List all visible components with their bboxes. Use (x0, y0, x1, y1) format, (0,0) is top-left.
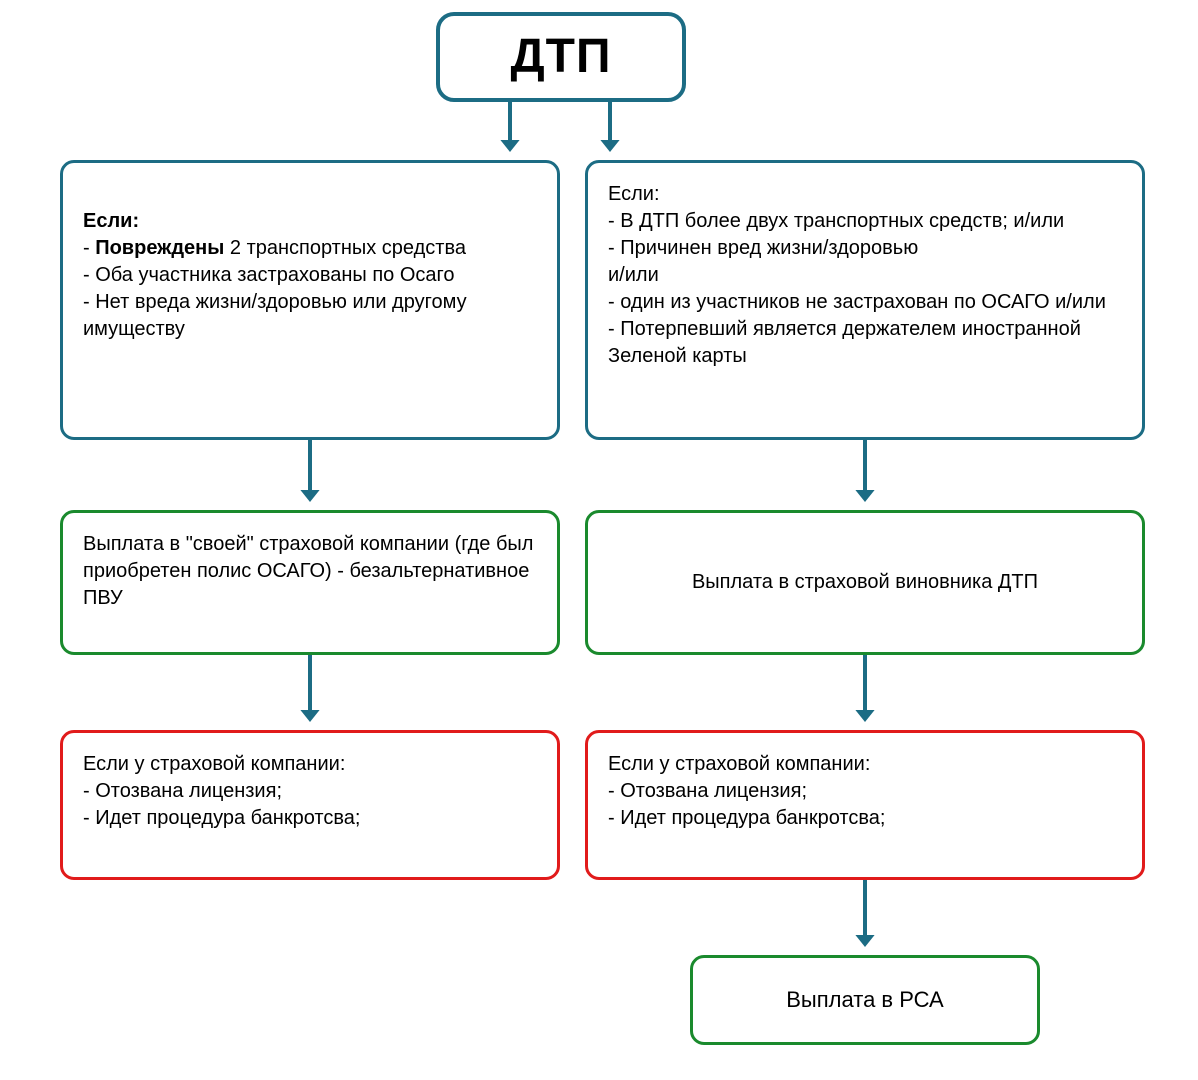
arrow-right_cond-to-right_green (845, 435, 885, 517)
arrow-left_green-to-left_red (290, 650, 330, 737)
node-root: ДТП (436, 12, 686, 102)
node-line: - Повреждены 2 транспортных средства (83, 235, 537, 262)
node-text-right_green: Выплата в страховой виновника ДТП (692, 569, 1038, 596)
node-line: и/или (608, 262, 1122, 289)
node-left_green: Выплата в "своей" страховой компании (гд… (60, 510, 560, 655)
node-right_green: Выплата в страховой виновника ДТП (585, 510, 1145, 655)
node-line: Если: (83, 208, 537, 235)
arrow-root-to-left_cond (490, 97, 530, 167)
node-text-right_red: Если у страховой компании:- Отозвана лиц… (608, 751, 1122, 832)
node-line: Если у страховой компании: (608, 751, 1122, 778)
node-line: - Отозвана лицензия; (608, 778, 1122, 805)
node-line: Если: (608, 181, 1122, 208)
node-text-left_green: Выплата в "своей" страховой компании (гд… (83, 531, 537, 612)
arrow-right_red-to-rsa (845, 875, 885, 962)
node-line: - Нет вреда жизни/здоровью или другому и… (83, 289, 537, 343)
node-right_red: Если у страховой компании:- Отозвана лиц… (585, 730, 1145, 880)
arrow-root-to-right_cond (590, 97, 630, 167)
node-text-left_red: Если у страховой компании:- Отозвана лиц… (83, 751, 537, 832)
node-line: Если у страховой компании: (83, 751, 537, 778)
node-right_cond: Если:- В ДТП более двух транспортных сре… (585, 160, 1145, 440)
node-line: Выплата в "своей" страховой компании (гд… (83, 531, 537, 612)
node-text-root: ДТП (460, 25, 662, 90)
node-line: - Отозвана лицензия; (83, 778, 537, 805)
node-line: - Оба участника застрахованы по Осаго (83, 262, 537, 289)
node-text-left_cond: Если:- Повреждены 2 транспортных средств… (83, 181, 537, 343)
node-text-rsa: Выплата в РСА (786, 985, 943, 1015)
arrow-right_green-to-right_red (845, 650, 885, 737)
node-rsa: Выплата в РСА (690, 955, 1040, 1045)
node-line: - один из участников не застрахован по О… (608, 289, 1122, 316)
node-line: - Причинен вред жизни/здоровью (608, 235, 1122, 262)
node-line: Выплата в РСА (786, 985, 943, 1015)
node-text-right_cond: Если:- В ДТП более двух транспортных сре… (608, 181, 1122, 370)
node-line (83, 181, 537, 208)
arrow-left_cond-to-left_green (290, 435, 330, 517)
node-line: - Потерпевший является держателем иностр… (608, 316, 1122, 370)
node-left_cond: Если:- Повреждены 2 транспортных средств… (60, 160, 560, 440)
node-line: Выплата в страховой виновника ДТП (692, 569, 1038, 596)
node-left_red: Если у страховой компании:- Отозвана лиц… (60, 730, 560, 880)
node-line: - Идет процедура банкротсва; (83, 805, 537, 832)
node-line: - Идет процедура банкротсва; (608, 805, 1122, 832)
node-line: - В ДТП более двух транспортных средств;… (608, 208, 1122, 235)
